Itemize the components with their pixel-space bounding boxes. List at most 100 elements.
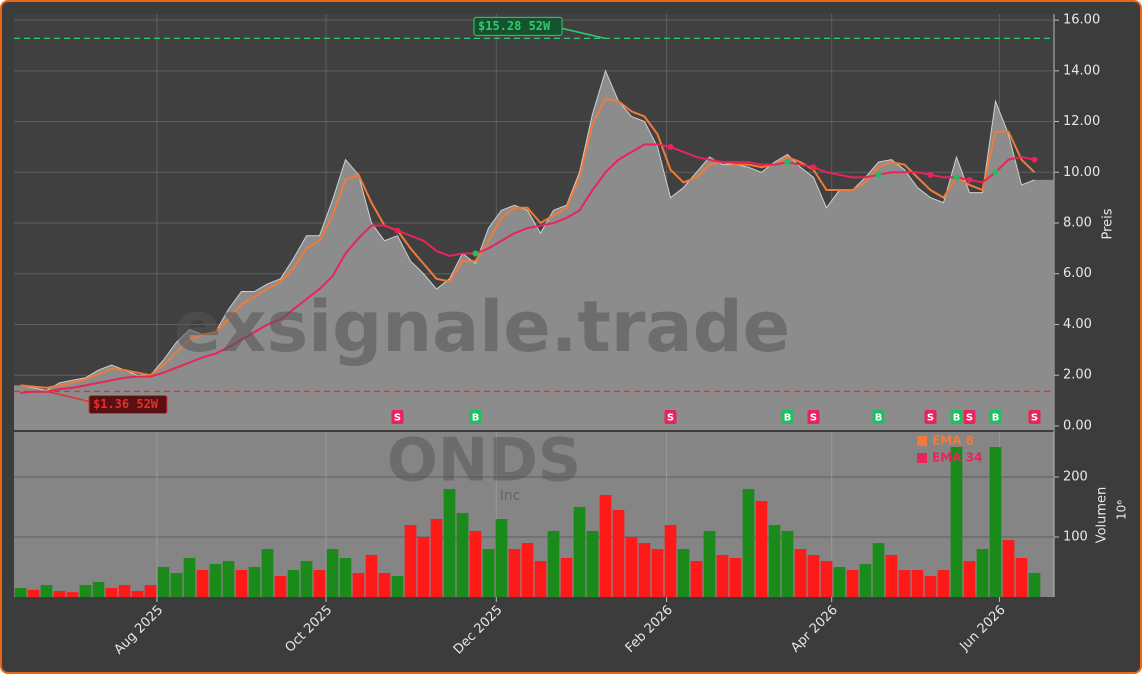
x-tick-label: Dec 2025 xyxy=(451,603,506,658)
signal-dot xyxy=(784,159,791,166)
signal-dot xyxy=(394,227,401,234)
volume-bar xyxy=(534,561,547,597)
signal-label: S xyxy=(1031,413,1038,424)
volume-bar xyxy=(1015,558,1028,597)
signal-label: B xyxy=(784,413,792,424)
volume-bar xyxy=(937,570,950,597)
volume-bar xyxy=(404,525,417,597)
signal-box xyxy=(469,410,482,424)
volume-bar xyxy=(859,564,872,597)
volume-bar xyxy=(547,531,560,597)
signal-dot xyxy=(472,250,479,257)
signal-box xyxy=(781,410,794,424)
level-label: $1.36 52W xyxy=(93,397,159,411)
volume-bar xyxy=(261,549,274,597)
volume-bar xyxy=(950,447,963,597)
signal-box xyxy=(989,410,1002,424)
volume-bar xyxy=(92,582,105,597)
price-area xyxy=(14,70,1054,430)
signal-dot xyxy=(966,176,973,183)
y-tick-label: 8.00 xyxy=(1063,216,1092,231)
volume-offset: 10⁶ xyxy=(1115,500,1129,520)
signal-label: B xyxy=(472,413,480,424)
level-label-box xyxy=(473,16,563,36)
volume-bar xyxy=(716,555,729,597)
signal-label: S xyxy=(667,413,674,424)
volume-bar xyxy=(14,588,27,597)
y-tick-label: 16.00 xyxy=(1063,13,1100,28)
signal-label: B xyxy=(875,413,883,424)
volume-bar xyxy=(105,588,118,597)
volume-bar xyxy=(885,555,898,597)
volume-bar xyxy=(118,585,131,597)
signal-label: B xyxy=(953,413,961,424)
ema-line xyxy=(20,143,1035,394)
x-tick-label: Apr 2026 xyxy=(788,603,841,656)
level-arrow xyxy=(561,27,606,40)
y-tick-label: 2.00 xyxy=(1063,368,1092,383)
volume-bar xyxy=(846,570,859,597)
volume-bar xyxy=(456,513,469,597)
volume-bar xyxy=(157,567,170,597)
watermark-sub: Inc xyxy=(500,488,521,504)
volume-bar xyxy=(820,561,833,597)
volume-bar xyxy=(391,576,404,597)
y-tick-label: 12.00 xyxy=(1063,114,1100,129)
watermark: exsignale.trade xyxy=(174,286,790,368)
volume-bar xyxy=(365,555,378,597)
volume-bar xyxy=(248,567,261,597)
volume-bar xyxy=(287,570,300,597)
volume-bar xyxy=(872,543,885,597)
volume-bar xyxy=(664,525,677,597)
volume-bar xyxy=(690,561,703,597)
level-label: $15.28 52W xyxy=(478,19,551,33)
signal-label: S xyxy=(810,413,817,424)
legend-label: EMA 34 xyxy=(932,451,982,465)
volume-bar xyxy=(443,489,456,597)
volume-bar xyxy=(560,558,573,597)
volume-bar xyxy=(144,585,157,597)
volume-bar xyxy=(1028,573,1041,597)
volume-bar xyxy=(976,549,989,597)
volume-bar xyxy=(326,549,339,597)
legend-label: EMA 8 xyxy=(932,434,974,448)
volume-bar xyxy=(924,576,937,597)
signal-dot xyxy=(992,169,999,176)
volume-bar xyxy=(417,537,430,597)
volume-bar xyxy=(781,531,794,597)
volume-bar xyxy=(495,519,508,597)
volume-bar xyxy=(183,558,196,597)
volume-bar xyxy=(677,549,690,597)
volume-bar xyxy=(573,507,586,597)
volume-axis-label: Volumen xyxy=(1095,487,1110,544)
volume-bar xyxy=(469,531,482,597)
signal-label: S xyxy=(394,413,401,424)
volume-bar xyxy=(79,585,92,597)
signal-dot xyxy=(1031,156,1038,163)
volume-bar xyxy=(989,447,1002,597)
price-axis-label: Preis xyxy=(1101,208,1116,239)
signal-dot xyxy=(667,143,674,150)
volume-bar xyxy=(625,537,638,597)
volume-bar xyxy=(430,519,443,597)
volume-bar xyxy=(586,531,599,597)
level-arrow xyxy=(46,390,90,403)
level-label-box xyxy=(88,394,168,414)
volume-bar xyxy=(170,573,183,597)
signal-box xyxy=(1028,410,1041,424)
legend-swatch xyxy=(917,436,927,446)
signal-dot xyxy=(927,171,934,178)
volume-bar xyxy=(1002,540,1015,597)
signal-dot xyxy=(953,174,960,181)
volume-bar xyxy=(313,570,326,597)
y-tick-label: 14.00 xyxy=(1063,63,1100,78)
ema-line xyxy=(20,97,1036,389)
volume-bar xyxy=(131,591,144,597)
volume-bar xyxy=(742,489,755,597)
y-tick-label: 4.00 xyxy=(1063,317,1092,332)
watermark-symbol: ONDS xyxy=(387,426,581,496)
volume-bar xyxy=(66,592,79,597)
signal-box xyxy=(872,410,885,424)
legend-swatch xyxy=(917,453,927,463)
signal-label: S xyxy=(966,413,973,424)
